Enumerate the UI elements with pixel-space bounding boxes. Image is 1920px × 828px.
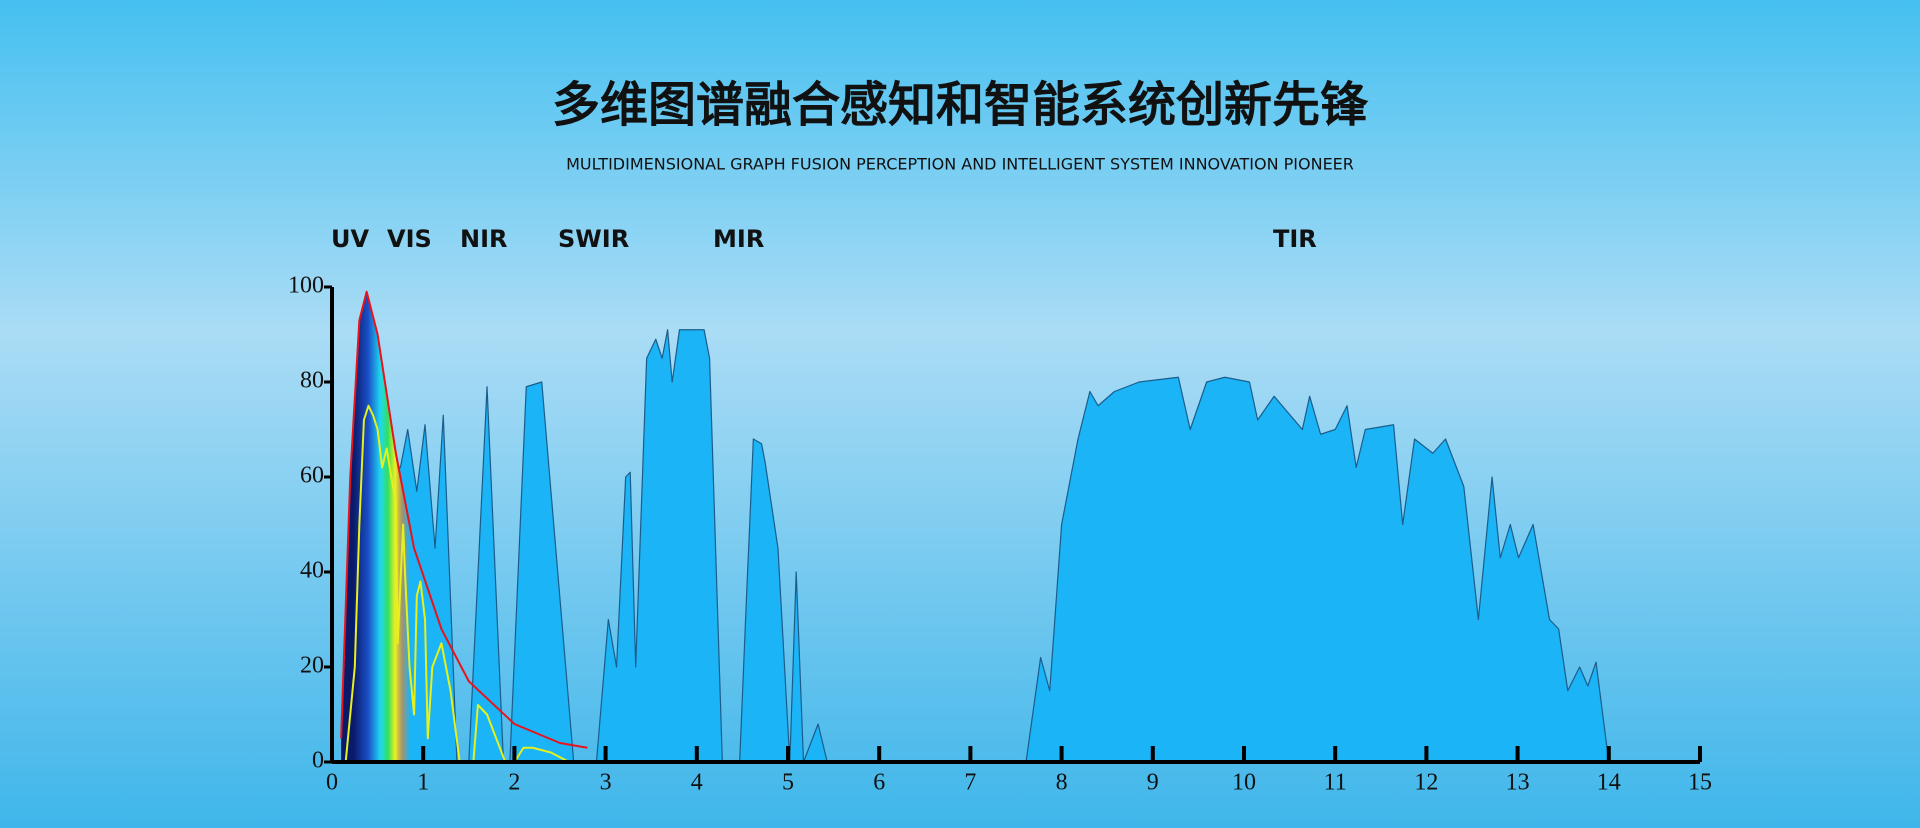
x-tick-label: 11 [1324,770,1347,796]
band-label: UV [331,225,369,253]
band-label: VIS [387,225,432,253]
band-label: SWIR [558,225,629,253]
x-tick-label: 10 [1232,770,1256,796]
x-tick-label: 1 [417,770,429,796]
band-label: MIR [713,225,764,253]
y-tick-label: 0 [312,748,324,774]
x-tick-label: 12 [1414,770,1438,796]
x-tick-label: 14 [1597,770,1621,796]
x-tick-label: 2 [508,770,520,796]
y-tick-label: 100 [288,273,324,299]
spectrum-fill [341,291,588,762]
title: 多维图谱融合感知和智能系统创新先锋 [552,77,1369,133]
x-tick-label: 13 [1506,770,1530,796]
y-tick-label: 60 [300,463,324,489]
x-tick-label: 0 [326,770,338,796]
x-tick-label: 9 [1147,770,1159,796]
band-label: NIR [460,225,508,253]
x-tick-label: 5 [782,770,794,796]
x-tick-label: 4 [691,770,703,796]
x-tick-label: 7 [964,770,976,796]
curve [340,290,588,749]
curve [344,404,570,763]
x-tick-label: 3 [600,770,612,796]
x-tick-label: 8 [1056,770,1068,796]
y-tick-label: 20 [300,653,324,679]
y-tick-label: 40 [300,558,324,584]
band-label: TIR [1273,225,1317,253]
x-tick-label: 15 [1688,770,1712,796]
subtitle: MULTIDIMENSIONAL GRAPH FUSION PERCEPTION… [566,155,1354,174]
y-tick-label: 80 [300,368,324,394]
x-tick-label: 6 [873,770,885,796]
